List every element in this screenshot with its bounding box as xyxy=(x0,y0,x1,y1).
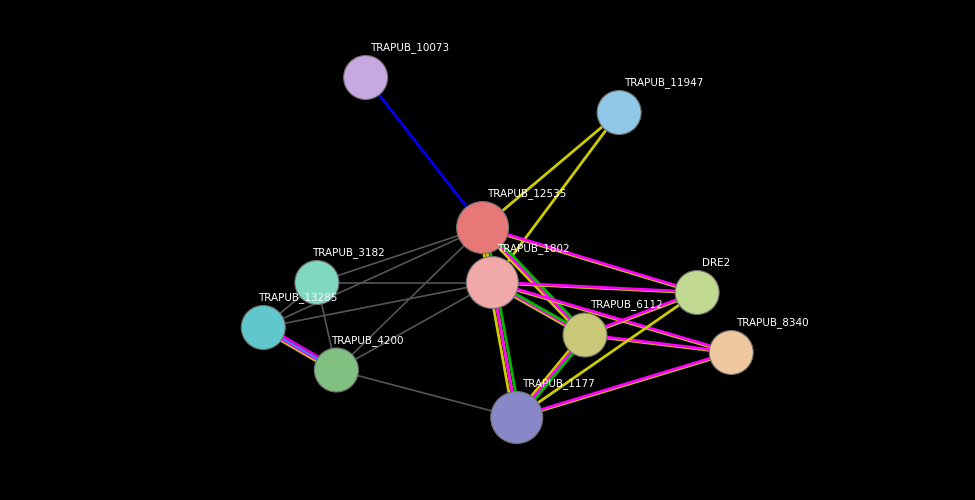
Text: TRAPUB_8340: TRAPUB_8340 xyxy=(736,317,808,328)
Ellipse shape xyxy=(490,392,543,444)
Text: TRAPUB_4200: TRAPUB_4200 xyxy=(332,334,404,345)
Ellipse shape xyxy=(597,90,642,134)
Ellipse shape xyxy=(241,306,286,350)
Text: TRAPUB_13285: TRAPUB_13285 xyxy=(258,292,337,303)
Text: TRAPUB_11947: TRAPUB_11947 xyxy=(624,77,703,88)
Text: TRAPUB_6112: TRAPUB_6112 xyxy=(590,300,663,310)
Ellipse shape xyxy=(675,270,720,314)
Text: TRAPUB_10073: TRAPUB_10073 xyxy=(370,42,449,53)
Text: TRAPUB_12535: TRAPUB_12535 xyxy=(488,188,566,199)
Ellipse shape xyxy=(709,330,754,374)
Ellipse shape xyxy=(563,313,607,357)
Ellipse shape xyxy=(456,202,509,254)
Ellipse shape xyxy=(294,260,339,304)
Ellipse shape xyxy=(466,256,519,308)
Ellipse shape xyxy=(314,348,359,392)
Text: DRE2: DRE2 xyxy=(702,258,730,268)
Text: TRAPUB_3182: TRAPUB_3182 xyxy=(312,247,385,258)
Ellipse shape xyxy=(343,56,388,100)
Text: TRAPUB_1177: TRAPUB_1177 xyxy=(522,378,595,389)
Text: TRAPUB_1802: TRAPUB_1802 xyxy=(497,243,569,254)
